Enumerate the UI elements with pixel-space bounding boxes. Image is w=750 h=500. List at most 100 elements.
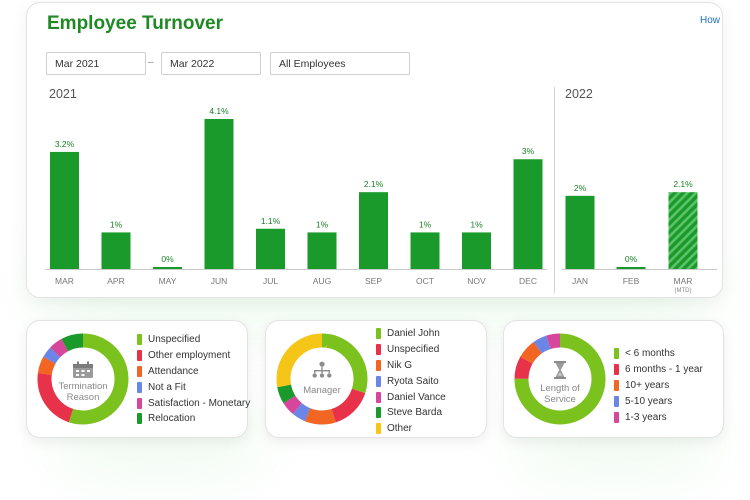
bar-data-label: 0% [161, 254, 174, 264]
legend-swatch [614, 411, 619, 423]
bar [668, 192, 698, 269]
legend-label: Ryota Saito [387, 375, 439, 387]
termination-reason-card: Termination Reason Unspecified Other empl… [26, 320, 250, 438]
legend-swatch [137, 350, 142, 362]
start-date-picker[interactable]: Mar 2021 [46, 52, 146, 75]
legend-item[interactable]: < 6 months [614, 346, 703, 362]
legend-swatch [137, 397, 142, 409]
legend-item[interactable]: Daniel Vance [376, 389, 446, 405]
x-tick-label: OCT [416, 276, 434, 286]
x-tick-sublabel: (MTD) [675, 288, 692, 294]
bar [256, 228, 285, 269]
legend-label: Not a Fit [148, 381, 186, 393]
donut-center-label: Manager [303, 385, 341, 396]
legend-swatch [137, 381, 142, 393]
legend-label: Steve Barda [387, 407, 443, 419]
help-link[interactable]: How [699, 15, 720, 26]
legend-label: Unspecified [148, 334, 201, 346]
legend-item[interactable]: Steve Barda [376, 405, 446, 421]
bar [50, 151, 79, 269]
legend-label: Other employment [148, 350, 231, 362]
manager-card: Manager Daniel John Unspecified Nik G Ryota… [265, 320, 487, 438]
donut-hole [529, 348, 591, 410]
x-tick-label: MAR [55, 276, 74, 286]
donut-slice[interactable] [276, 333, 368, 425]
donut-slice[interactable] [514, 333, 606, 425]
legend-label: Unspecified [387, 344, 440, 356]
x-tick-label: MAY [159, 276, 177, 286]
donut-slice[interactable] [37, 333, 129, 425]
hourglass-icon [554, 361, 566, 379]
legend-label: 10+ years [625, 379, 670, 391]
legend-item[interactable]: Not a Fit [137, 379, 250, 395]
legend-swatch [614, 348, 619, 360]
manager-legend: Daniel John Unspecified Nik G Ryota Saito Da… [376, 326, 446, 437]
legend-item[interactable]: Relocation [137, 411, 250, 427]
legend-item[interactable]: Daniel John [376, 326, 446, 342]
legend-item[interactable]: 1-3 years [614, 409, 703, 425]
legend-label: Satisfaction - Monetary [148, 397, 251, 409]
legend-item[interactable]: 5-10 years [614, 393, 703, 409]
bar-data-label: 1% [110, 219, 123, 229]
donut-center-label: Length of Service [540, 383, 580, 405]
bar [513, 159, 543, 269]
bar-data-label: 3.2% [55, 139, 75, 149]
legend-label: Daniel John [387, 328, 440, 340]
x-tick-label: AUG [313, 276, 331, 286]
bar [616, 267, 646, 269]
legend-label: Daniel Vance [387, 391, 446, 403]
x-tick-label: JUN [211, 276, 228, 286]
turnover-chart-card: Employee Turnover How Mar 2021 – Mar 202… [26, 2, 723, 298]
legend-swatch [376, 423, 381, 435]
legend-item[interactable]: 6 months - 1 year [614, 362, 703, 378]
x-tick-label: FEB [623, 276, 640, 286]
length-of-service-donut [514, 333, 606, 425]
legend-item[interactable]: Unspecified [376, 342, 446, 358]
bar [204, 119, 234, 269]
legend-swatch [376, 359, 381, 371]
bar [565, 195, 595, 269]
legend-label: Nik G [387, 359, 412, 371]
bar-data-label: 0% [625, 254, 638, 264]
bar-data-label: 4.1% [209, 106, 229, 116]
legend-item[interactable]: Satisfaction - Monetary [137, 395, 250, 411]
bar-data-label: 2% [574, 183, 587, 193]
legend-item[interactable]: Ryota Saito [376, 373, 446, 389]
legend-swatch [376, 328, 381, 340]
legend-item[interactable]: Other employment [137, 348, 250, 364]
legend-swatch [376, 375, 381, 387]
manager-donut [276, 333, 368, 425]
donut-hole [52, 348, 114, 410]
legend-item[interactable]: Attendance [137, 364, 250, 380]
legend-swatch [376, 344, 381, 356]
legend-item[interactable]: Other [376, 421, 446, 437]
legend-swatch [376, 407, 381, 419]
legend-label: 1-3 years [625, 411, 667, 423]
legend-swatch [137, 365, 142, 377]
employee-filter-select[interactable]: All Employees [270, 52, 410, 75]
bar-data-label: 1% [419, 219, 432, 229]
page-title: Employee Turnover [47, 13, 223, 34]
legend-swatch [376, 391, 381, 403]
legend-label: Other [387, 423, 413, 435]
legend-item[interactable]: 10+ years [614, 378, 703, 394]
legend-item[interactable]: Nik G [376, 358, 446, 374]
bar-data-label: 2.1% [364, 179, 384, 189]
donut-hole [291, 348, 353, 410]
end-date-picker[interactable]: Mar 2022 [161, 52, 261, 75]
legend-swatch [614, 364, 619, 376]
x-tick-label: JUL [263, 276, 278, 286]
legend-item[interactable]: Unspecified [137, 332, 250, 348]
termination-reason-donut [37, 333, 129, 425]
legend-swatch [137, 334, 142, 346]
org-chart-icon [312, 361, 332, 378]
bar [153, 267, 182, 269]
donut-slice[interactable] [276, 333, 368, 425]
bar-data-label: 1.1% [261, 216, 281, 226]
bar-data-label: 2.1% [673, 179, 693, 189]
turnover-bar-chart: 2021 2022 3.2% MAR 1% APR 0% MAY 4.1% JUN 1.1% JUL 1… [45, 87, 717, 294]
donut-slice[interactable] [37, 333, 129, 425]
legend-swatch [137, 413, 142, 425]
x-tick-label: NOV [467, 276, 486, 286]
x-tick-label: MAR [674, 276, 693, 286]
